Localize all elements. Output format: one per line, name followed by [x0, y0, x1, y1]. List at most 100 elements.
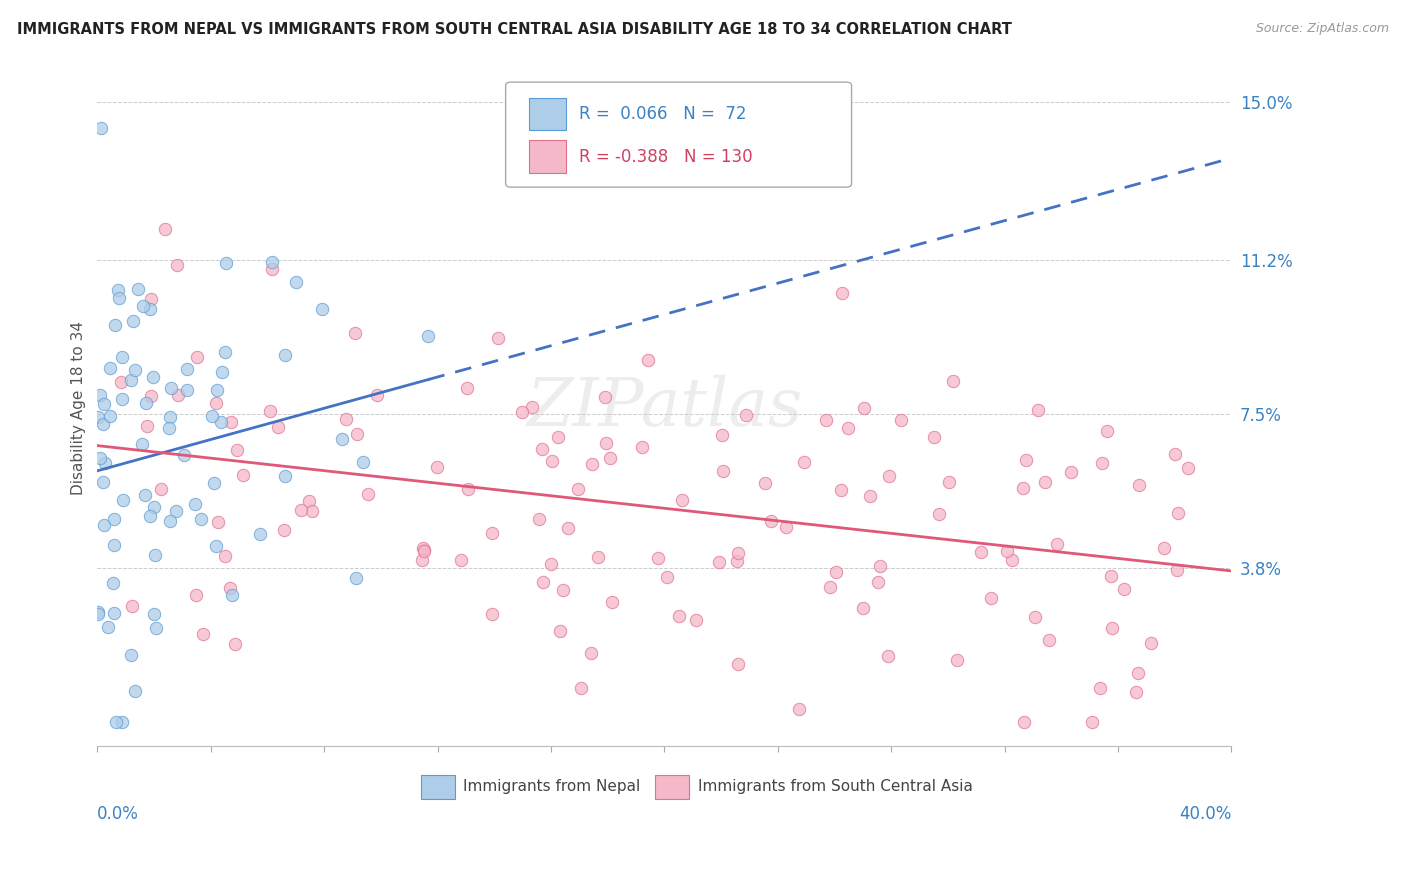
Point [103, 575, 125, 590]
Point [450, 553, 472, 567]
Point [1112, 582, 1135, 596]
Bar [530, 140, 565, 173]
Point [868, 574, 890, 589]
Point [219, 415, 242, 429]
Point [143, 500, 166, 514]
Point [1024, 610, 1046, 624]
Point [567, 482, 589, 496]
Point [136, 418, 159, 433]
Point [91, 417, 114, 432]
Point [215, 256, 238, 270]
Bar [655, 775, 689, 798]
Point [97, 620, 120, 634]
Point [727, 546, 749, 560]
Point [98, 361, 121, 376]
Point [540, 454, 562, 468]
Point [167, 388, 190, 402]
Point [637, 353, 659, 368]
Point [1046, 537, 1069, 551]
Point [1128, 478, 1150, 492]
Text: IMMIGRANTS FROM NEPAL VS IMMIGRANTS FROM SOUTH CENTRAL ASIA DISABILITY AGE 18 TO: IMMIGRANTS FROM NEPAL VS IMMIGRANTS FROM… [17, 22, 1012, 37]
Point [105, 714, 128, 729]
Point [145, 621, 167, 635]
Point [93, 517, 115, 532]
Point [249, 527, 271, 541]
Point [412, 541, 434, 555]
Text: 0.0%: 0.0% [97, 805, 139, 822]
Point [547, 430, 569, 444]
Point [759, 514, 782, 528]
Point [1177, 460, 1199, 475]
Y-axis label: Disability Age 18 to 34: Disability Age 18 to 34 [72, 320, 86, 494]
Point [1026, 403, 1049, 417]
Point [793, 455, 815, 469]
Point [412, 543, 434, 558]
Point [191, 627, 214, 641]
Point [143, 548, 166, 562]
Point [173, 448, 195, 462]
Point [211, 365, 233, 379]
Point [942, 374, 965, 388]
Point [825, 565, 848, 579]
Point [426, 459, 449, 474]
Point [93, 456, 115, 470]
Point [602, 595, 624, 609]
Point [184, 588, 207, 602]
Point [135, 396, 157, 410]
Point [647, 551, 669, 566]
Point [343, 326, 366, 341]
Point [1140, 635, 1163, 649]
Point [877, 468, 900, 483]
Point [311, 301, 333, 316]
Point [262, 255, 284, 269]
Point [124, 362, 146, 376]
Point [159, 381, 181, 395]
Text: Source: ZipAtlas.com: Source: ZipAtlas.com [1256, 22, 1389, 36]
Point [1097, 424, 1119, 438]
Point [853, 401, 876, 416]
Point [335, 411, 357, 425]
Text: 40.0%: 40.0% [1180, 805, 1232, 822]
Point [557, 521, 579, 535]
Point [1001, 553, 1024, 567]
Point [132, 299, 155, 313]
Point [830, 483, 852, 497]
FancyBboxPatch shape [506, 82, 852, 187]
Text: R =  0.066   N =  72: R = 0.066 N = 72 [579, 105, 747, 123]
Point [207, 383, 229, 397]
Point [787, 702, 810, 716]
Point [344, 571, 367, 585]
Point [1014, 453, 1036, 467]
Point [657, 570, 679, 584]
Point [226, 442, 249, 457]
Point [103, 606, 125, 620]
Text: ZIPatlas: ZIPatlas [526, 375, 803, 440]
Point [91, 475, 114, 489]
Bar [420, 775, 454, 798]
Point [159, 515, 181, 529]
Point [218, 581, 240, 595]
Point [209, 415, 232, 429]
Point [221, 588, 243, 602]
Point [111, 392, 134, 406]
Point [418, 329, 440, 343]
Point [1091, 456, 1114, 470]
Point [259, 404, 281, 418]
Point [631, 440, 654, 454]
Point [207, 515, 229, 529]
Point [266, 420, 288, 434]
Point [588, 549, 610, 564]
Point [710, 428, 733, 442]
Point [298, 494, 321, 508]
Point [924, 430, 946, 444]
Point [186, 351, 208, 365]
Point [869, 559, 891, 574]
Point [481, 607, 503, 621]
Point [111, 350, 134, 364]
Point [1167, 506, 1189, 520]
Text: Immigrants from South Central Asia: Immigrants from South Central Asia [699, 779, 973, 794]
Point [104, 318, 127, 332]
Point [859, 489, 882, 503]
Point [127, 282, 149, 296]
Point [1128, 665, 1150, 680]
